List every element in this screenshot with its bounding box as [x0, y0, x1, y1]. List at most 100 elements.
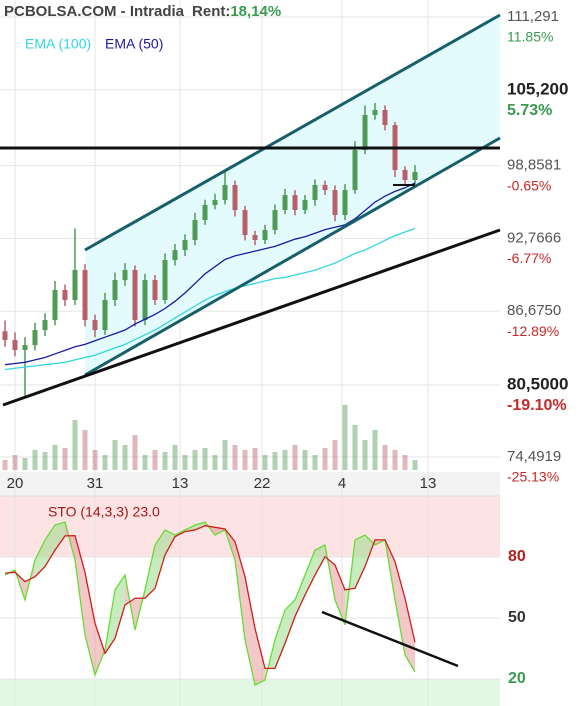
y-tick-label: 105,200 [507, 79, 568, 98]
sto-fill [55, 522, 65, 551]
y-tick-label: 74,4919 [507, 448, 561, 465]
candle-body [162, 259, 168, 301]
sto-fill [295, 575, 305, 617]
date-strip [0, 472, 500, 496]
channel-top [84, 13, 501, 252]
volume-bar [152, 450, 158, 470]
volume-bar [202, 448, 208, 470]
volume-bar [22, 458, 28, 470]
volume-bar [32, 450, 38, 470]
sto-fill [155, 529, 165, 589]
candle-body [292, 195, 298, 211]
candle-body [122, 270, 128, 281]
volume-bar [192, 450, 198, 470]
volume-bar [72, 420, 78, 470]
volume-bar [52, 445, 58, 470]
support-line [2, 228, 501, 407]
rent-value: 18,14% [230, 3, 281, 20]
volume-bar [372, 430, 378, 470]
volume-bar [242, 450, 248, 470]
sto-fill [405, 598, 415, 673]
sto-fill [255, 628, 265, 686]
series-line [4, 521, 416, 687]
candle-body [242, 210, 248, 235]
y-tick-change: 5.73% [507, 102, 552, 119]
candle-body [382, 109, 388, 126]
y-tick-change: -0.65% [507, 177, 551, 193]
volume-bar [162, 452, 168, 470]
sto-trend-line [321, 610, 459, 668]
sto-fill [285, 599, 295, 644]
y-tick-label: 98,8581 [507, 157, 561, 174]
candle-body [342, 190, 348, 216]
candle-body [312, 185, 318, 200]
candle-body [102, 300, 108, 331]
volume-bar [342, 405, 348, 470]
volume-bar [362, 440, 368, 470]
candle-body [282, 195, 288, 211]
channel-fill [85, 15, 500, 375]
candle-body [362, 114, 368, 151]
candle-body [322, 185, 328, 191]
volume-bar [252, 448, 258, 470]
volume-bar [282, 450, 288, 470]
sto-fill [305, 550, 315, 596]
volume-bar [102, 455, 108, 470]
sto-fill [315, 544, 325, 576]
candle-body [412, 172, 418, 181]
x-tick-label: 20 [7, 475, 24, 492]
sto-fill [355, 535, 365, 589]
x-tick-label: 4 [338, 475, 346, 492]
y-tick-label: 20 [508, 670, 526, 687]
sto-fill [75, 535, 85, 636]
volume-bar [312, 455, 318, 470]
candle-body [232, 185, 238, 211]
candle-body [372, 109, 378, 115]
candle-body [262, 229, 268, 241]
channel-bottom [84, 136, 501, 377]
header: PCBOLSA.COM - Intradia Rent:18,14% [4, 3, 281, 20]
candle-body [12, 340, 18, 350]
volume-bar [82, 430, 88, 470]
candle-body [32, 330, 38, 346]
y-tick-change: -19.10% [507, 397, 567, 414]
sto-bands [0, 496, 500, 706]
candle-body [52, 289, 58, 320]
volume-bar [352, 425, 358, 470]
volume-bar [292, 445, 298, 470]
volume-bar [412, 460, 418, 470]
volume-bar [262, 455, 268, 470]
candle-body [222, 185, 228, 200]
y-tick-label: 50 [508, 609, 526, 626]
rent-label: Rent: [192, 3, 230, 20]
sto-title: STO (14,3,3) 23.0 [48, 504, 160, 520]
candle-body [172, 250, 178, 260]
candle-body [92, 319, 98, 331]
sto-fill [45, 525, 55, 567]
y-tick-change: -6.77% [507, 250, 551, 266]
volume-bar [42, 452, 48, 470]
legend-entry: EMA (100) [25, 36, 91, 52]
volume-bar [332, 440, 338, 470]
candle-body [132, 270, 138, 320]
y-tick-label: 80,5000 [507, 374, 568, 393]
volume-bar [112, 440, 118, 470]
x-tick-label: 22 [254, 475, 271, 492]
candle-body [82, 270, 88, 320]
volume-bar [272, 452, 278, 470]
candle-body [352, 150, 358, 191]
volume-bar [2, 460, 8, 470]
volume-bar [62, 448, 68, 470]
sto-fill [195, 522, 205, 530]
volume-bar [222, 440, 228, 470]
sto-fill [265, 639, 275, 680]
sto-fill [245, 576, 255, 686]
candle-body [212, 199, 218, 205]
candle-body [2, 331, 8, 341]
y-tick-label: 111,291 [507, 8, 559, 25]
candle-body [302, 199, 308, 211]
x-tick-label: 31 [87, 475, 104, 492]
sto-fill [165, 529, 175, 555]
